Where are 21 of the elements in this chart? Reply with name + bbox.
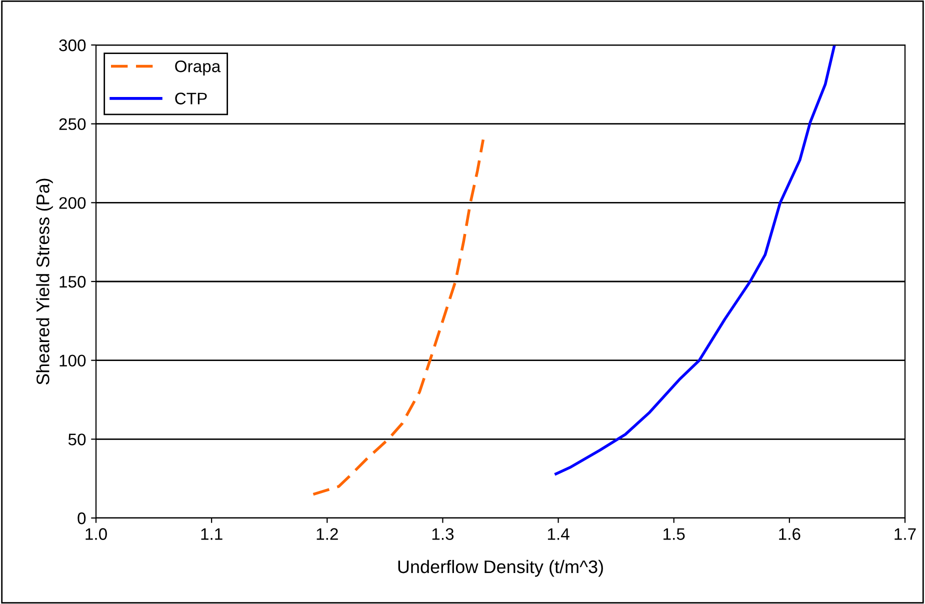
y-tick-label: 300 [59, 39, 86, 52]
y-tick-label: 250 [59, 118, 86, 130]
y-tick-label: 200 [59, 197, 86, 209]
y-tick-label: 150 [60, 276, 86, 288]
legend-label: CTP [175, 92, 207, 104]
x-tick-label: 1.1 [201, 528, 222, 540]
x-tick-label: 1.0 [86, 528, 107, 540]
line-series [554, 45, 836, 476]
x-tick-label: 1.3 [432, 528, 454, 540]
x-tick-label: 1.4 [548, 528, 570, 540]
x-axis-title: Underflow Density (t/m^3) [398, 560, 603, 577]
y-tick-label: 50 [68, 434, 86, 446]
x-tick-label: 1.6 [779, 528, 800, 540]
line-series [312, 138, 485, 496]
y-axis-title: Sheared Yield Stress (Pa) [36, 178, 53, 385]
y-tick-label: 100 [60, 354, 86, 367]
legend-label: Orapa [175, 60, 221, 76]
x-tick-label: 1.5 [664, 528, 685, 540]
x-tick-label: 1.2 [316, 528, 338, 540]
x-tick-label: 1.7 [894, 528, 916, 540]
y-tick-label: 0 [78, 512, 86, 524]
